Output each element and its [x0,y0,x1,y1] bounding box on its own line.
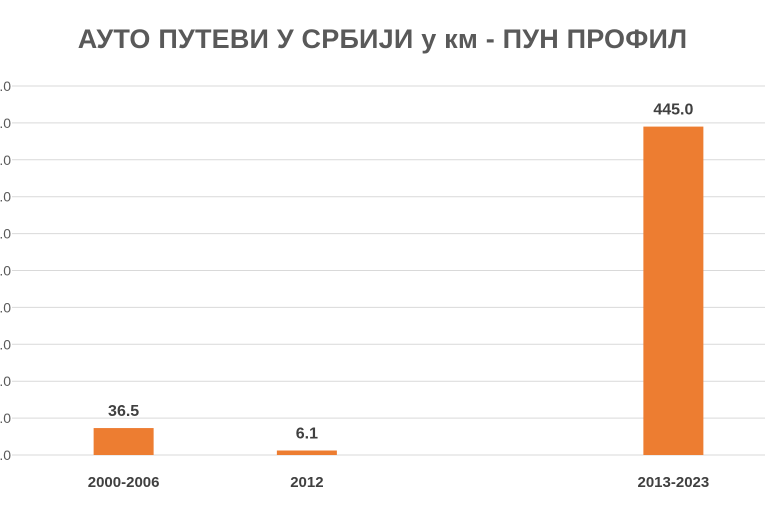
data-label: 445.0 [653,102,693,119]
data-label: 36.5 [108,403,139,420]
x-axis-categories: 2000-2006 2012 2013-2023 [88,474,709,491]
gridlines [12,85,765,456]
y-tick-label: .0 [0,115,11,131]
y-tick-label: .0 [0,410,11,426]
x-category-label: 2000-2006 [88,474,160,491]
y-tick-label: .0 [0,152,11,168]
y-tick-label: .0 [0,226,11,242]
y-axis-ticks: .0 .0 .0 .0 .0 .0 .0 .0 .0 .0 .0 [0,78,11,463]
y-tick-label: .0 [0,447,11,463]
y-tick-label: .0 [0,78,11,94]
y-tick-label: .0 [0,336,11,352]
y-tick-label: .0 [0,263,11,279]
y-tick-label: .0 [0,189,11,205]
x-category-label: 2012 [290,474,323,491]
bar [93,428,154,455]
y-tick-label: .0 [0,373,11,389]
bar [643,126,704,455]
y-tick-label: .0 [0,299,11,315]
bar [276,450,337,455]
chart-title: АУТО ПУТЕВИ У СРБИЈИ у км - ПУН ПРОФИЛ [77,24,688,54]
data-label: 6.1 [296,425,318,442]
bars [93,126,704,455]
x-category-label: 2013-2023 [638,474,710,491]
data-labels: 36.5 6.1 445.0 [108,102,693,443]
